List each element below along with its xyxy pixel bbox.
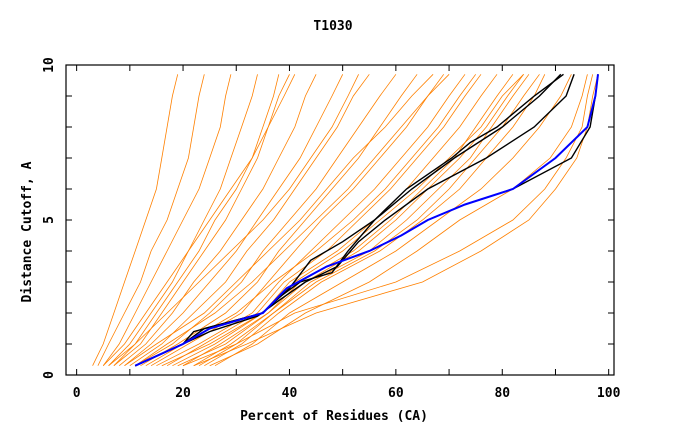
x-tick-labels: 0 20 40 60 80 100 (73, 386, 621, 401)
y-tick-label: 10 (42, 57, 57, 73)
orange-model-curve (198, 74, 540, 367)
x-tick-label: 60 (388, 386, 404, 401)
orange-model-curve (108, 74, 258, 366)
orange-model-curve (193, 74, 530, 367)
x-tick-label: 20 (175, 386, 191, 401)
orange-model-curve (140, 74, 418, 367)
black-model-curve (134, 73, 564, 367)
orange-model-curve (177, 74, 524, 367)
orange-model-curve (113, 74, 280, 366)
orange-model-curve (214, 74, 572, 367)
orange-model-curve (134, 74, 397, 367)
orange-model-curve (204, 74, 546, 367)
orange-model-curve (97, 74, 205, 366)
x-tick-label: 100 (597, 386, 621, 401)
orange-model-curve (209, 74, 588, 367)
orange-model-curve (124, 74, 344, 367)
y-tick-label: 5 (42, 216, 57, 224)
x-axis-label: Percent of Residues (CA) (240, 409, 428, 424)
orange-model-curve (108, 74, 359, 367)
orange-model-curve (145, 74, 477, 367)
orange-model-curve (156, 74, 466, 367)
orange-model-curve (161, 74, 524, 367)
orange-model-curve (166, 74, 482, 367)
orange-model-curve (118, 74, 317, 367)
x-tick-label: 40 (282, 386, 298, 401)
orange-model-curve (182, 74, 514, 367)
orange-model-curve (92, 74, 179, 366)
orange-model-curve (134, 74, 450, 367)
orange-model-curve (129, 74, 370, 367)
y-tick-labels: 0 5 10 (42, 57, 57, 379)
orange-model-curve (113, 74, 290, 367)
y-tick-label: 0 (42, 371, 57, 379)
black-model-curve (134, 73, 562, 367)
orange-model-curve (102, 74, 232, 366)
chart-title: T1030 (313, 19, 352, 34)
x-tick-label: 0 (73, 386, 81, 401)
blue-model-curve (134, 74, 599, 367)
y-axis-label: Distance Cutoff, A (20, 161, 35, 302)
orange-model-curve (102, 74, 296, 366)
orange-model-curve (182, 74, 594, 367)
axis-ticks (66, 64, 614, 376)
black-model-curve (134, 74, 575, 367)
x-tick-label: 80 (494, 386, 510, 401)
plot-lines (92, 73, 599, 367)
orange-model-curve (124, 74, 434, 367)
